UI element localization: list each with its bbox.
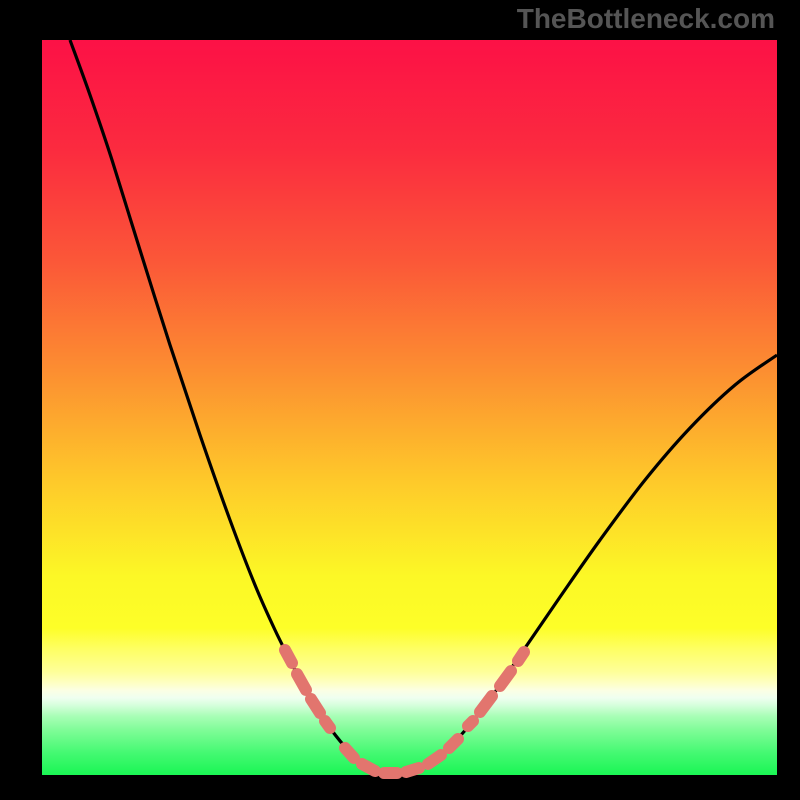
dash-segment — [311, 699, 320, 713]
gradient-plot-area — [42, 40, 777, 775]
dash-segment — [345, 748, 354, 758]
chart-root: TheBottleneck.com — [0, 0, 800, 800]
dash-segment — [428, 755, 441, 764]
dash-segment — [362, 764, 375, 771]
dash-segment — [468, 721, 473, 726]
dash-segment — [297, 674, 306, 690]
watermark-text: TheBottleneck.com — [517, 3, 775, 35]
dash-segment — [406, 768, 419, 772]
dash-segment — [325, 721, 330, 728]
dash-segment — [449, 739, 458, 748]
chart-svg — [0, 0, 800, 800]
dash-segment — [518, 652, 524, 661]
dash-segment — [285, 650, 292, 663]
